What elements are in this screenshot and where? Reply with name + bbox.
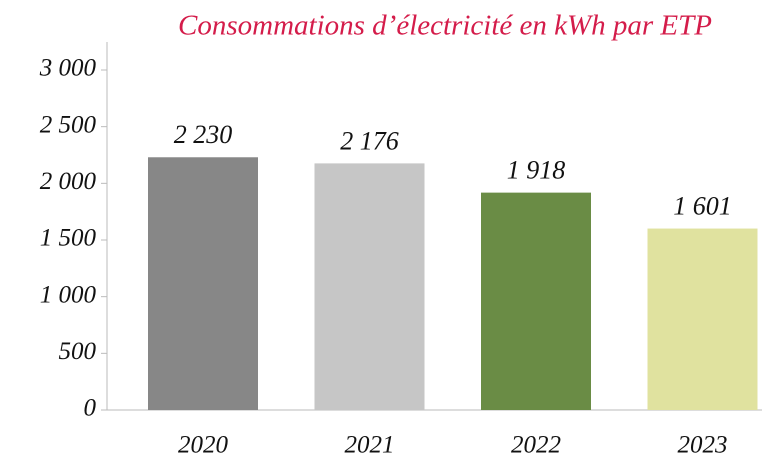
bar <box>481 192 591 410</box>
value-label: 2 176 <box>340 126 399 155</box>
bar <box>647 228 758 410</box>
y-tick-label: 2 500 <box>40 111 97 138</box>
x-tick-label: 2023 <box>678 432 728 459</box>
bar <box>148 157 258 410</box>
y-tick-label: 0 <box>84 395 97 422</box>
x-tick-label: 2020 <box>178 432 229 459</box>
value-label: 1 601 <box>673 192 732 221</box>
x-tick-label: 2021 <box>345 432 395 459</box>
y-tick-label: 500 <box>59 338 97 365</box>
y-tick-label: 1 000 <box>40 281 97 308</box>
value-label: 2 230 <box>174 120 233 149</box>
y-tick-label: 2 000 <box>40 168 97 195</box>
y-tick-label: 3 000 <box>39 55 97 82</box>
chart-title: Consommations d’électricité en kWh par E… <box>178 10 712 42</box>
bar <box>314 163 425 410</box>
value-label: 1 918 <box>507 156 566 185</box>
y-tick-label: 1 500 <box>40 225 97 252</box>
x-tick-label: 2022 <box>511 432 561 459</box>
